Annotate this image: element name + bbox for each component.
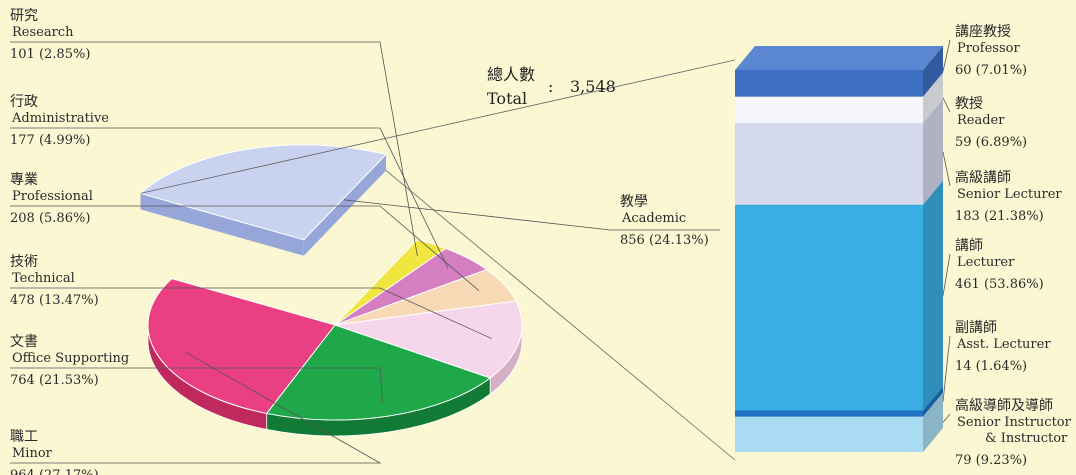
stacked-bar-chart: [735, 46, 943, 452]
pie-slice-edge: [140, 193, 304, 256]
label-en: Technical: [12, 271, 75, 286]
bar-segment-side-reader: [923, 72, 943, 124]
leader-line: [942, 97, 951, 113]
pie-slice-office-supporting: [265, 324, 492, 421]
bar-segment-side-professor: [923, 46, 943, 97]
label-zh: 副講師: [955, 320, 997, 336]
bar-segment-side-senior-lecturer: [923, 99, 943, 205]
leader-line: [942, 335, 951, 402]
leader-line: [10, 351, 382, 464]
leader-lines: [10, 39, 951, 464]
label-zh: 高級講師: [955, 169, 1011, 186]
label-zh: 講座教授: [955, 24, 1011, 40]
label-zh: 技術: [10, 254, 38, 270]
bar-segment-lecturer: [735, 204, 923, 411]
label-zh: 講師: [955, 238, 983, 254]
label-zh: 行政: [10, 94, 38, 110]
bar-segment-reader: [735, 96, 923, 124]
bar-segment-side-lecturer: [923, 180, 943, 411]
total-label-zh: 總人數: [487, 65, 535, 84]
pie-slice-technical: [334, 300, 523, 379]
value-label: 60 (7.01%): [955, 63, 1027, 78]
label-en: Lecturer: [957, 255, 1015, 270]
leader-line: [10, 41, 418, 257]
label-en: Senior Instructor: [957, 415, 1072, 430]
label-zh: 專業: [10, 172, 38, 188]
label-en: Academic: [621, 211, 686, 226]
bar-segment-asst-lecturer: [735, 410, 923, 417]
pie-slice-academic: [139, 144, 387, 241]
leader-line: [942, 39, 951, 72]
bar-segment-side-asst-lecturer: [923, 386, 943, 417]
label-en: Minor: [12, 446, 53, 461]
leader-line: [10, 127, 449, 269]
total-separator: :: [548, 77, 553, 96]
pie-slice-edge: [303, 154, 386, 256]
leader-line: [10, 367, 383, 403]
label-en: Reader: [957, 113, 1005, 128]
label-zh: 教授: [955, 96, 983, 112]
total-summary: 總人數 Total : 3,548: [487, 65, 616, 108]
label-zh: 研究: [10, 8, 38, 24]
label-en: Administrative: [11, 111, 109, 126]
leader-line: [343, 199, 720, 231]
value-label: 208 (5.86%): [10, 211, 90, 226]
label-zh: 文書: [10, 334, 38, 350]
value-label: 177 (4.99%): [10, 133, 90, 148]
label-en: Professor: [957, 41, 1020, 56]
leader-line: [942, 413, 951, 423]
bar-segment-side-senior-instructor: [923, 392, 943, 452]
total-value: 3,548: [570, 77, 616, 96]
label-zh: 高級導師及導師: [955, 397, 1053, 414]
pie-slice-minor: [147, 278, 336, 414]
leader-line: [942, 253, 951, 296]
bar-segment-professor: [735, 70, 923, 97]
value-label: 764 (21.53%): [10, 373, 99, 388]
leader-line: [942, 151, 951, 187]
value-label: 478 (13.47%): [10, 293, 99, 308]
label-en: Senior Lecturer: [957, 187, 1062, 202]
leader-line: [10, 205, 480, 291]
value-label: 964 (27.17%): [10, 468, 99, 475]
label-zh: 教學: [620, 194, 648, 210]
value-label: 79 (9.23%): [955, 453, 1027, 468]
pie-chart: [139, 144, 523, 437]
label-zh: 職工: [10, 429, 38, 445]
value-label: 14 (1.64%): [955, 359, 1027, 374]
value-label: 101 (2.85%): [10, 47, 90, 62]
total-label-en: Total: [487, 89, 527, 108]
label-en: Professional: [12, 189, 93, 204]
bar-segment-senior-instructor: [735, 416, 923, 452]
leader-line: [10, 287, 492, 339]
label-en: Office Supporting: [12, 351, 129, 366]
value-label: 183 (21.38%): [955, 209, 1044, 224]
value-label: 856 (24.13%): [620, 233, 709, 248]
connector-line-top: [140, 59, 736, 194]
label-en: Research: [12, 25, 74, 40]
label-en: Asst. Lecturer: [956, 337, 1051, 352]
value-label: 461 (53.86%): [955, 277, 1044, 292]
label-en-2: & Instructor: [985, 431, 1068, 446]
connector-line-bottom: [385, 170, 736, 461]
bar-segment-senior-lecturer: [735, 123, 923, 205]
value-label: 59 (6.89%): [955, 135, 1027, 150]
bar-top-face: [735, 46, 943, 70]
